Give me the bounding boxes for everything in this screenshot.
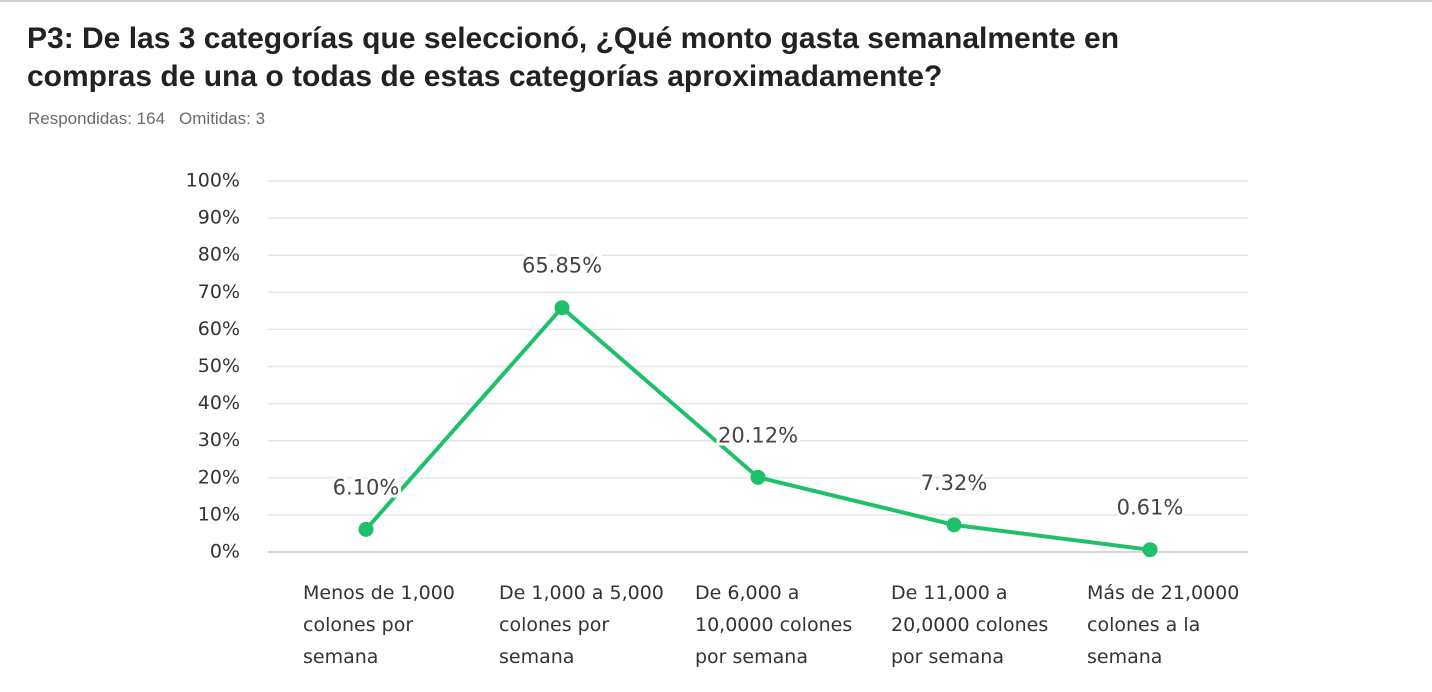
question-title: P3: De las 3 categorías que seleccionó, … <box>27 22 1120 93</box>
x-tick-label: De 11,000 a 20,0000 colones por semana <box>891 582 1049 668</box>
y-tick-label: 40% <box>198 392 240 414</box>
x-tick-label: De 1,000 a 5,000 colones por semana <box>499 582 664 668</box>
y-tick-label: 0% <box>210 541 240 563</box>
point <box>1142 542 1158 558</box>
y-tick-label: 70% <box>198 281 240 303</box>
y-tick-label: 50% <box>198 355 240 377</box>
point <box>750 469 766 485</box>
response-counts: Respondidas: 164 Omitidas: 3 <box>28 109 279 129</box>
value-label: 6.10% <box>333 475 400 499</box>
x-tick-label: Menos de 1,000 colones por semana <box>303 582 455 668</box>
point <box>358 521 374 537</box>
point <box>554 300 570 316</box>
y-tick-label: 80% <box>198 244 240 266</box>
y-tick-label: 20% <box>198 466 240 488</box>
skipped-count: Omitidas: 3 <box>179 109 266 128</box>
point <box>946 517 962 533</box>
x-tick-label: Más de 21,0000 colones a la semana <box>1087 582 1240 668</box>
value-label: 20.12% <box>718 423 798 447</box>
value-label: 7.32% <box>921 471 988 495</box>
y-tick-label: 30% <box>198 429 240 451</box>
y-tick-label: 10% <box>198 503 240 525</box>
y-tick-label: 90% <box>198 207 240 229</box>
answered-count: Respondidas: 164 <box>28 109 166 128</box>
value-label: 0.61% <box>1117 496 1184 520</box>
y-tick-label: 60% <box>198 318 240 340</box>
y-tick-label: 100% <box>186 170 240 192</box>
value-label: 65.85% <box>522 254 602 278</box>
x-tick-label: De 6,000 a 10,0000 colones por semana <box>695 582 853 668</box>
